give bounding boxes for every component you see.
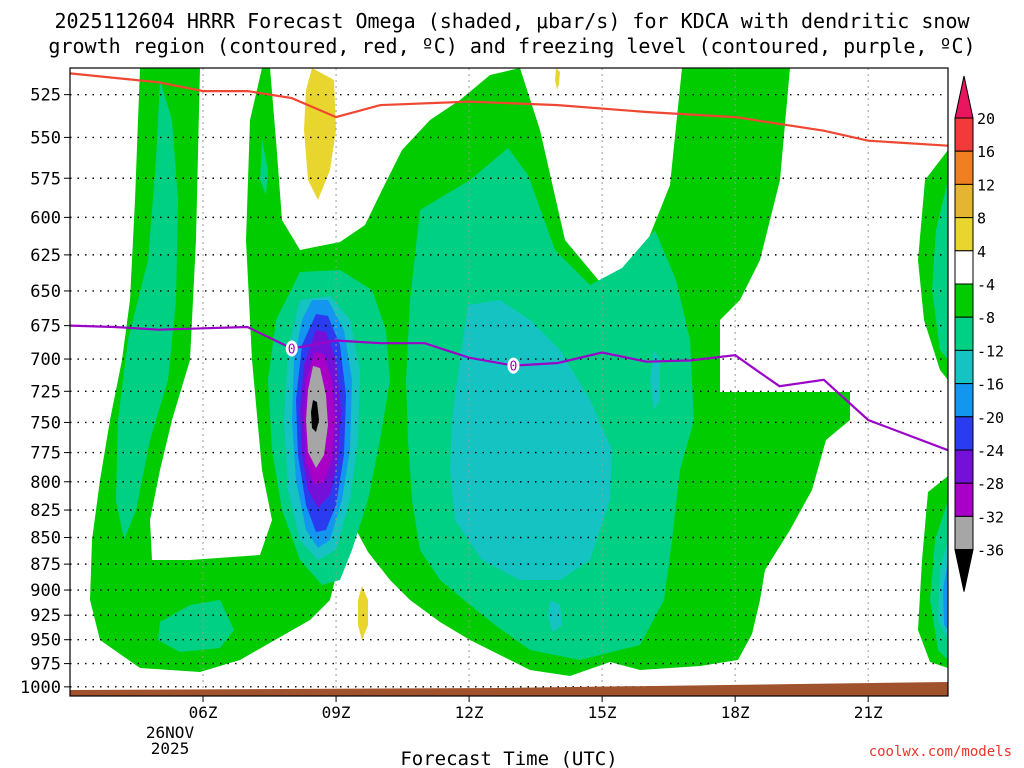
colorbar-segment [954,482,974,517]
colorbar-top-arrow [954,75,974,119]
colorbar-segment [954,515,974,551]
y-tick-label: 875 [30,555,61,575]
omega-shading [90,68,948,676]
omega-minus12-small [548,600,562,632]
y-tick-label: 625 [30,246,61,266]
y-tick-label: 975 [30,655,61,675]
colorbar-label: 4 [977,243,986,261]
colorbar-label: -36 [977,542,1004,560]
colorbar-segment [954,117,974,152]
date-label-day: 26NOV [146,723,195,742]
y-tick-label: 900 [30,581,61,601]
colorbar-segment [954,217,974,252]
y-tick-label: 525 [30,86,61,106]
time-gridlines [202,68,869,696]
colorbar-label: -20 [977,409,1004,427]
x-tick-label: 18Z [721,703,750,722]
y-tick-label: 650 [30,282,61,302]
omega-minus8-left [116,80,178,540]
chart-title-line1: 2025112604 HRRR Forecast Omega (shaded, … [54,9,970,33]
colorbar-label: -28 [977,475,1004,493]
colorbar-segment [954,416,974,451]
credit-text: coolwx.com/models [868,744,1012,760]
y-tick-label: 700 [30,350,61,370]
omega-plus4-tiny [555,68,560,90]
y-tick-label: 600 [30,208,61,228]
omega-minus12-strip [650,350,660,410]
y-tick-label: 825 [30,501,61,521]
colorbar-label: -24 [977,442,1004,460]
colorbar-label: 8 [977,210,986,228]
x-tick-label: 09Z [322,703,351,722]
colorbar-label: -8 [977,309,995,327]
x-tick-label: 21Z [854,703,883,722]
x-tick-label: 12Z [455,703,484,722]
omega-minus8-upper-left [260,140,268,195]
x-tick-label: 15Z [588,703,617,722]
y-tick-label: 850 [30,528,61,548]
colorbar-bottom-arrow [954,549,974,592]
x-axis-ticks: 06Z 09Z 12Z 15Z 18Z 21Z [189,696,883,722]
freezing-level-label: 0 [288,342,296,357]
omega-minus8-lower-left [158,600,234,652]
y-tick-label: 750 [30,413,61,433]
colorbar-segment [954,183,974,219]
colorbar-label: 16 [977,143,995,161]
y-tick-label: 725 [30,382,61,402]
colorbar-label: -16 [977,376,1004,394]
plot-frame [69,67,949,697]
colorbar-label: -12 [977,342,1004,360]
omega-minus36-region [311,400,319,432]
dendritic-growth-contour [70,72,948,147]
x-axis-label: Forecast Time (UTC) [400,748,617,768]
date-label-year: 2025 [151,739,190,758]
y-tick-label: 800 [30,473,61,493]
colorbar-segment [954,150,974,185]
colorbar: 20 16 12 8 4 -4 -8 -12 -16 -20 -24 -28 -32 -36 [954,75,1004,592]
colorbar-segment [954,250,974,285]
freezing-level-label: 0 [510,360,518,375]
colorbar-segment [954,283,974,318]
y-tick-label: 575 [30,169,61,189]
omega-minus16-right [943,560,948,630]
contour-label-bg [507,357,520,374]
colorbar-label: -4 [977,276,995,294]
y-tick-label: 1000 [20,678,61,698]
contour-label-bg [285,340,298,357]
colorbar-label: 12 [977,176,995,194]
y-tick-label: 775 [30,444,61,464]
colorbar-segment [954,449,974,484]
colorbar-segment [954,383,974,418]
colorbar-label: 20 [977,110,995,128]
y-tick-label: 925 [30,606,61,626]
omega-plus4-upper [304,68,336,200]
y-axis-ticks: 525 550 575 600 625 650 675 700 725 750 775 800 825 8… [20,86,70,698]
y-tick-label: 550 [30,128,61,148]
omega-minus8-right-strip [932,180,948,360]
colorbar-segment [954,349,974,385]
x-tick-label: 06Z [189,703,218,722]
y-tick-label: 950 [30,631,61,651]
colorbar-segment [954,316,974,351]
y-tick-label: 675 [30,317,61,337]
omega-plus4-lower [358,586,368,640]
chart-title-line2: growth region (contoured, red, ºC) and f… [48,34,976,58]
terrain-strip [70,682,948,696]
colorbar-label: -32 [977,508,1004,526]
